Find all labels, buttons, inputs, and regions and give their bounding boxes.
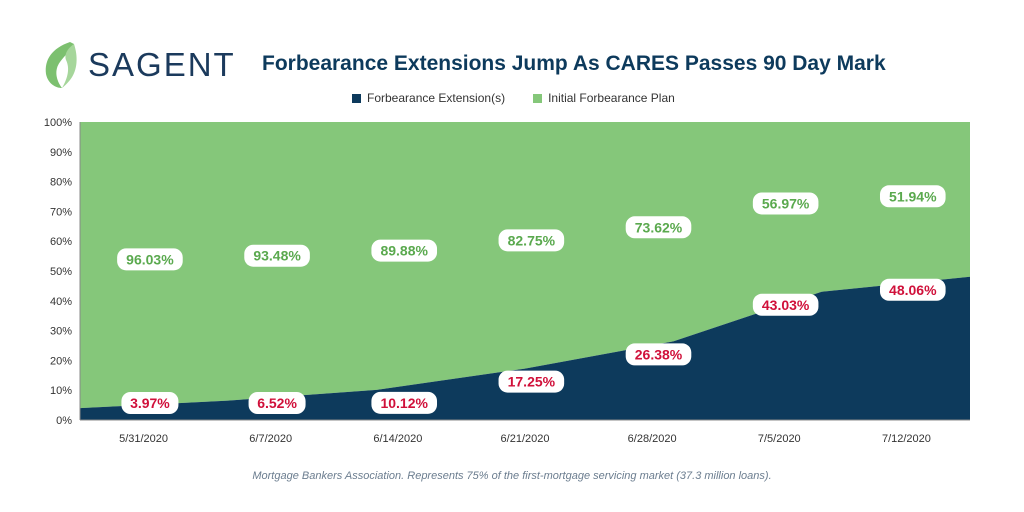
data-label-extension-background (498, 370, 565, 393)
x-tick-label: 6/7/2020 (249, 433, 292, 445)
data-label-extension: 6.52% (257, 395, 297, 411)
data-label-extension: 26.38% (635, 346, 683, 362)
data-label-initial-background (371, 239, 438, 262)
data-label-initial-background (752, 192, 819, 215)
data-label-extension-background (752, 293, 819, 316)
data-label-extension-background (371, 391, 438, 414)
data-label-extension: 10.12% (380, 395, 428, 411)
data-label-initial: 89.88% (380, 243, 428, 259)
data-label-initial-background (498, 229, 565, 252)
x-tick-label: 6/14/2020 (373, 433, 422, 445)
y-tick-label: 0% (56, 415, 72, 427)
data-label-extension: 3.97% (130, 395, 170, 411)
data-label-initial-background (879, 185, 946, 208)
x-tick-label: 7/5/2020 (758, 433, 801, 445)
legend-label-extension: Forbearance Extension(s) (367, 91, 506, 105)
leaf-icon (45, 42, 77, 88)
legend-swatch-extension (352, 93, 361, 103)
y-tick-label: 60% (50, 236, 72, 248)
data-label-extension-background (248, 392, 306, 414)
y-tick-label: 70% (50, 206, 72, 218)
data-label-initial-background (117, 248, 183, 271)
x-tick-label: 5/31/2020 (119, 433, 168, 445)
y-tick-label: 10% (50, 385, 72, 397)
data-label-initial: 56.97% (762, 195, 810, 211)
source-footnote: Mortgage Bankers Association. Represents… (252, 470, 772, 482)
chart-title: Forbearance Extensions Jump As CARES Pas… (262, 52, 886, 75)
data-label-extension-background (625, 343, 692, 366)
legend-swatch-initial (533, 93, 543, 103)
brand-logo: SAGENT (42, 40, 236, 90)
x-tick-label: 6/21/2020 (501, 433, 550, 445)
y-tick-label: 50% (50, 266, 72, 278)
data-label-initial: 51.94% (889, 188, 937, 204)
y-tick-label: 90% (50, 147, 72, 159)
legend-item-initial: Initial Forbearance Plan (533, 91, 675, 105)
y-tick-label: 80% (50, 177, 72, 189)
x-tick-label: 6/28/2020 (628, 433, 677, 445)
data-label-initial-background (244, 244, 310, 267)
data-label-extension: 17.25% (508, 374, 556, 390)
data-label-initial-background (625, 216, 692, 239)
data-label-initial: 93.48% (253, 248, 301, 264)
area-initial-forbearance (80, 122, 970, 409)
y-tick-label: 30% (50, 326, 72, 338)
y-tick-label: 20% (50, 355, 72, 367)
legend-item-extension: Forbearance Extension(s) (352, 91, 505, 105)
chart-legend: Forbearance Extension(s) Initial Forbear… (352, 91, 675, 105)
x-tick-label: 7/12/2020 (882, 433, 931, 445)
y-tick-label: 40% (50, 296, 72, 308)
y-tick-label: 100% (44, 117, 72, 129)
data-label-initial: 82.75% (508, 232, 556, 248)
data-label-extension: 48.06% (889, 282, 937, 298)
data-label-initial: 96.03% (126, 251, 174, 267)
area-forbearance-extension (80, 276, 970, 420)
data-label-extension: 43.03% (762, 297, 810, 313)
data-label-initial: 73.62% (635, 219, 683, 235)
legend-label-initial: Initial Forbearance Plan (548, 91, 675, 105)
data-label-extension-background (121, 392, 179, 414)
brand-name: SAGENT (88, 46, 236, 83)
data-label-extension-background (879, 278, 946, 301)
